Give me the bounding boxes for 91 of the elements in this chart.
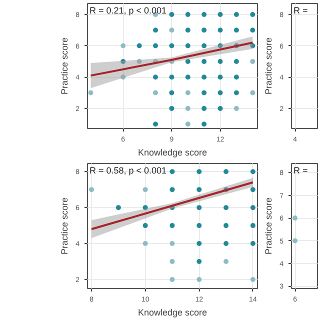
point [250, 58, 256, 64]
point [169, 106, 174, 111]
annotation: R = [294, 6, 308, 16]
y-axis-title: Practice score [60, 197, 70, 255]
point [169, 74, 174, 80]
point [250, 277, 256, 282]
point [153, 122, 158, 127]
annotation: R = 0.21, p < 0.001 [90, 6, 167, 16]
point [196, 187, 202, 192]
point [185, 43, 190, 48]
point [185, 12, 190, 17]
point [116, 205, 121, 210]
point [250, 43, 256, 48]
point [224, 205, 229, 210]
point [234, 90, 239, 96]
point [185, 90, 190, 96]
point [142, 241, 148, 246]
annotation: R = 0.58, p < 0.001 [90, 166, 167, 176]
point [120, 58, 126, 64]
point [88, 90, 94, 96]
point [250, 12, 256, 17]
point [136, 43, 142, 48]
x-axis-title: Knowledge score [138, 148, 208, 158]
point [250, 90, 256, 96]
point [196, 259, 202, 264]
point [170, 259, 175, 264]
point [169, 28, 174, 33]
point [250, 28, 256, 33]
point [170, 277, 175, 282]
point [224, 169, 229, 174]
point [185, 122, 190, 127]
point [250, 241, 256, 246]
point [170, 169, 175, 174]
point [120, 74, 126, 80]
point [250, 223, 256, 228]
point [250, 169, 256, 174]
point [250, 205, 256, 210]
point [89, 187, 94, 192]
point [202, 28, 207, 33]
point [202, 90, 207, 96]
point [196, 169, 202, 174]
point [202, 74, 207, 80]
point [196, 223, 202, 228]
point [218, 106, 223, 111]
point [169, 43, 174, 48]
point [224, 241, 229, 246]
point [153, 74, 158, 80]
point [196, 277, 202, 282]
point [170, 187, 175, 192]
point [234, 74, 239, 80]
point [170, 241, 175, 246]
point [169, 90, 174, 96]
point [218, 28, 223, 33]
point [120, 43, 126, 48]
point [142, 187, 148, 192]
point [250, 187, 256, 192]
point [170, 223, 175, 228]
point [202, 43, 207, 48]
point [224, 223, 229, 228]
point [185, 74, 190, 80]
point [234, 28, 239, 33]
point [196, 205, 202, 210]
point [185, 58, 190, 64]
point [234, 58, 239, 64]
point [218, 74, 223, 80]
point [224, 259, 229, 264]
point [169, 12, 174, 17]
y-axis-title: Practice score [264, 37, 274, 95]
y-axis-title: Practice score [60, 37, 70, 95]
point [234, 106, 239, 111]
point [136, 58, 142, 64]
point [202, 12, 207, 17]
y-axis-title: Practice score [264, 197, 274, 255]
point [142, 205, 148, 210]
point [202, 106, 207, 111]
point [196, 241, 202, 246]
point [153, 28, 158, 33]
point [218, 58, 223, 64]
point [218, 12, 223, 17]
point [142, 223, 148, 228]
point [202, 122, 207, 127]
point [218, 43, 223, 48]
point [202, 58, 207, 64]
point [218, 90, 223, 96]
point [234, 12, 239, 17]
point [185, 106, 190, 111]
x-axis-title: Knowledge score [138, 308, 208, 318]
point [153, 90, 158, 96]
point [153, 43, 158, 48]
point [185, 28, 190, 33]
annotation: R = [294, 166, 308, 176]
